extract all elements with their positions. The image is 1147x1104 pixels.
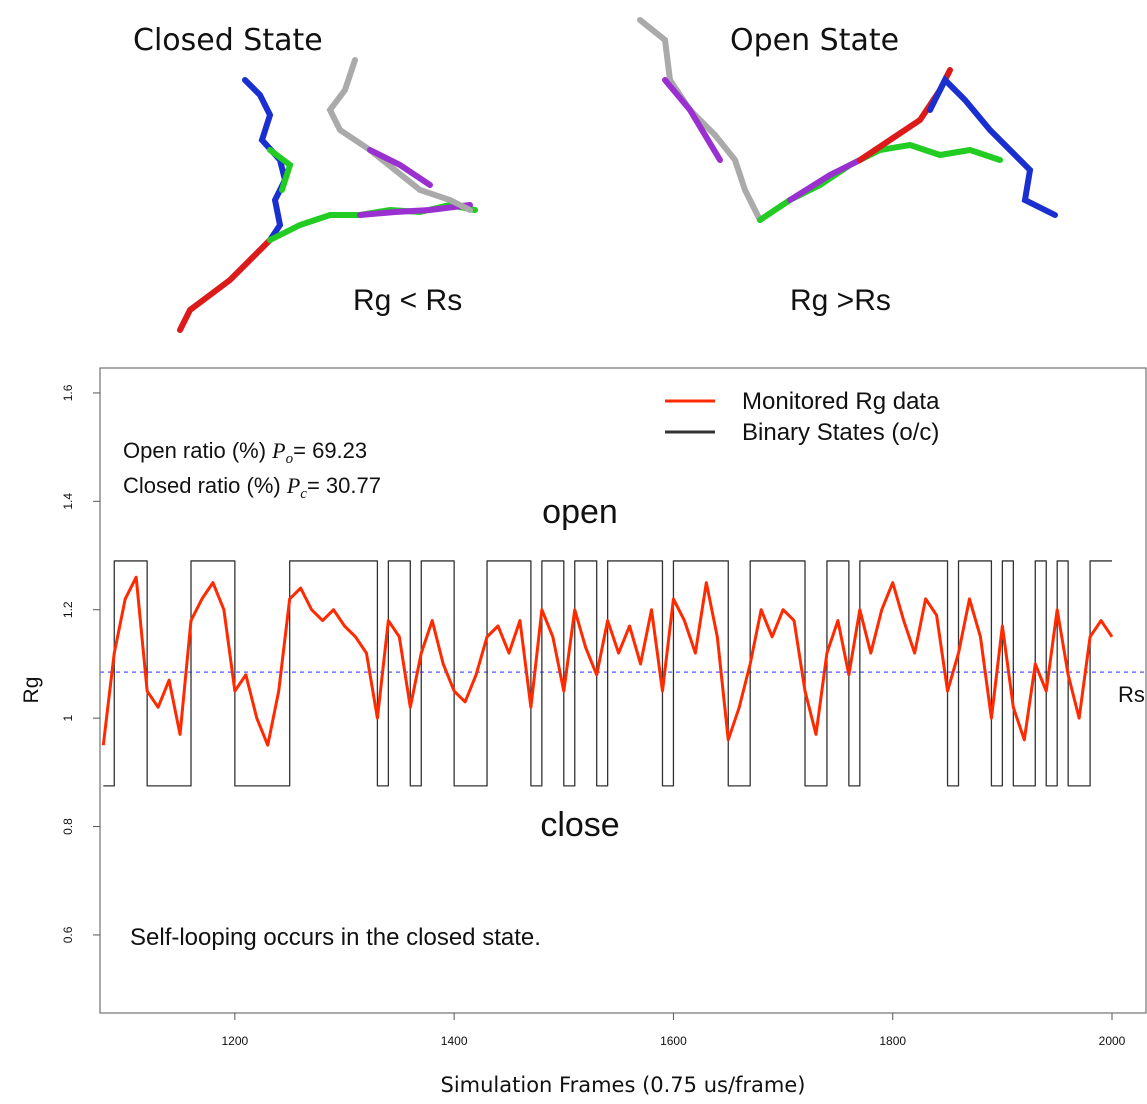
x-tick-label: 1200	[222, 1034, 249, 1048]
x-tick-label: 1600	[660, 1034, 687, 1048]
x-tick-label: 1400	[441, 1034, 468, 1048]
y-tick-label: 1	[61, 714, 75, 721]
y-axis-label: Rg	[20, 677, 43, 704]
ratio-text: Open ratio (%)	[123, 438, 272, 463]
series-line	[103, 560, 1113, 787]
panel-caption: Rg < Rs	[353, 284, 462, 317]
x-tick-label: 2000	[1099, 1034, 1126, 1048]
panel-title: Open State	[730, 23, 899, 58]
ratio-symbol: P	[286, 473, 300, 498]
series-line	[101, 575, 1114, 747]
ratio-symbol: P	[271, 438, 285, 463]
y-tick-label: 1.4	[61, 493, 75, 510]
x-tick-label: 1800	[879, 1034, 906, 1048]
ratio-subscript: c	[300, 486, 307, 502]
threshold-label: Rs	[1118, 682, 1145, 707]
legend-label: Binary States (o/c)	[742, 419, 939, 446]
y-tick-label: 0.8	[61, 818, 75, 835]
note: Self-looping occurs in the closed state.	[130, 924, 541, 951]
legend-label: Monitored Rg data	[742, 388, 940, 415]
x-axis-label: Simulation Frames (0.75 us/frame)	[441, 1073, 806, 1097]
ratio-value_text: = 69.23	[293, 438, 367, 463]
ratio-annotation: Closed ratio (%) Pc= 30.77	[123, 473, 381, 502]
open-molecule	[637, 17, 1058, 223]
y-tick-label: 1.2	[61, 601, 75, 618]
panel-title: Closed State	[133, 23, 323, 58]
plot-frame	[99, 367, 1147, 1014]
ratio-subscript: o	[286, 451, 294, 467]
panel-caption: Rg >Rs	[790, 284, 891, 317]
y-tick-label: 0.6	[61, 926, 75, 943]
y-tick-label: 1.6	[61, 384, 75, 401]
ratio-text: Closed ratio (%)	[123, 473, 287, 498]
ratio-annotation: Open ratio (%) Po= 69.23	[123, 438, 367, 467]
state-label: close	[540, 806, 619, 844]
state-label: open	[542, 493, 618, 531]
ratio-value_text: = 30.77	[307, 473, 381, 498]
closed-molecule	[177, 57, 478, 333]
